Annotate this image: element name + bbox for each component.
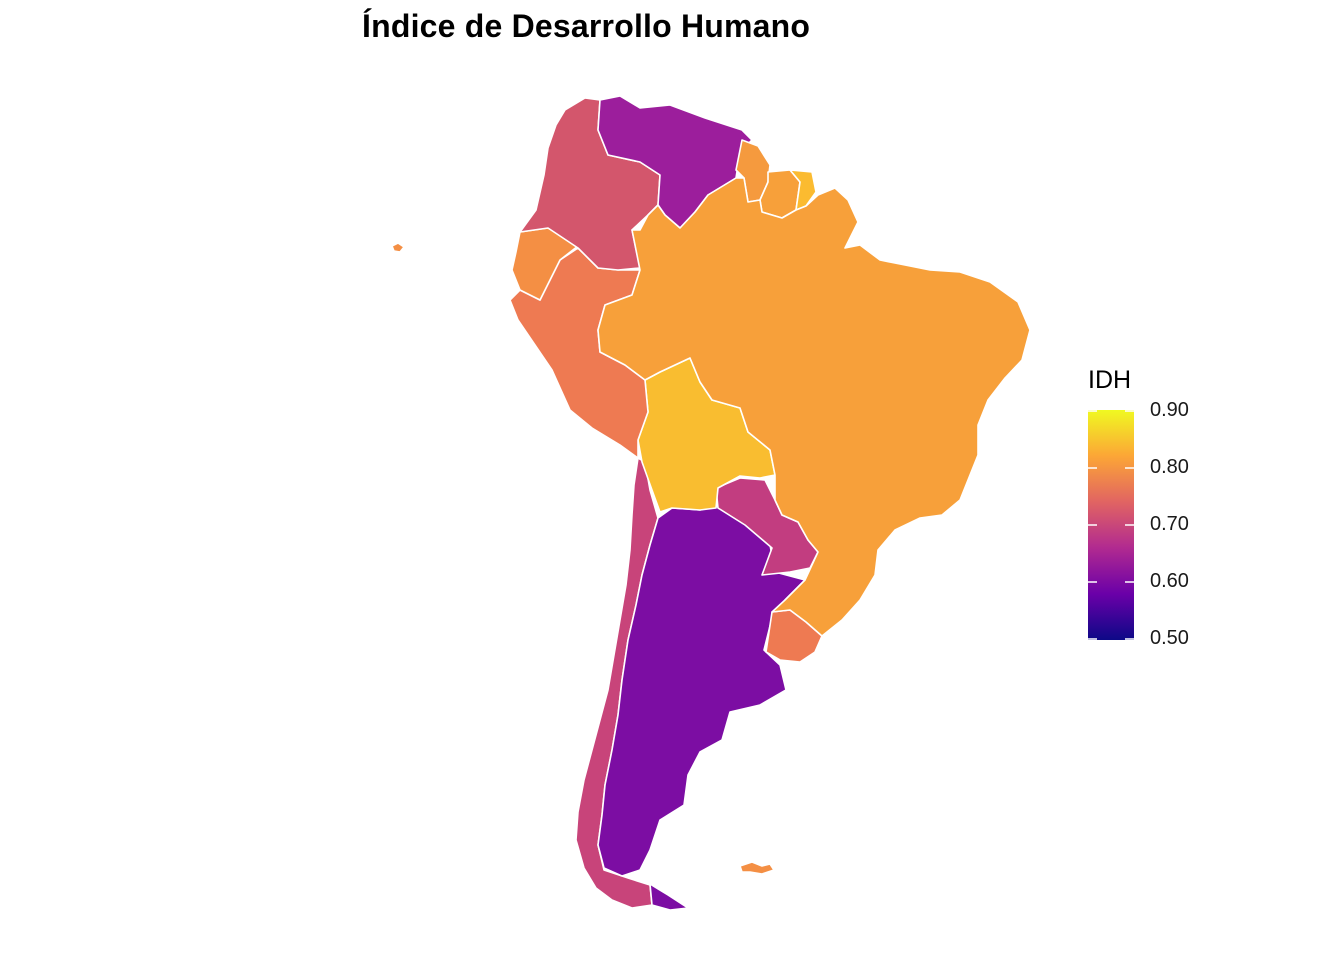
map-title: Índice de Desarrollo Humano [362, 8, 811, 44]
region-falkland-islands[interactable] [739, 861, 775, 875]
legend-tick-label: 0.60 [1150, 570, 1189, 592]
region-galapagos[interactable] [391, 242, 405, 253]
region-argentina[interactable] [597, 505, 806, 877]
legend-tick-label: 0.70 [1150, 513, 1189, 535]
region-brazil[interactable] [597, 177, 1031, 637]
region-tierra-del-fuego[interactable] [649, 883, 689, 911]
legend-tick-label: 0.90 [1150, 399, 1189, 421]
legend-title: IDH [1088, 366, 1132, 394]
legend-tick-label: 0.50 [1150, 627, 1189, 649]
legend-tick-label: 0.80 [1150, 456, 1189, 478]
legend-colorbar [1088, 410, 1134, 640]
